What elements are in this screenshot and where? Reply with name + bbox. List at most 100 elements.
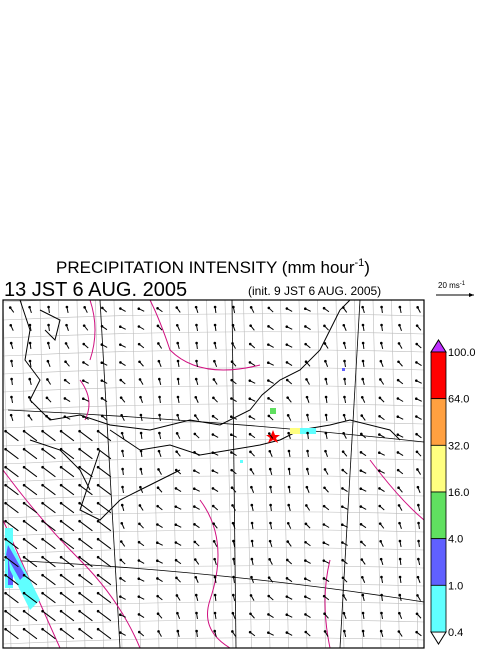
wind-head [303, 577, 307, 581]
wind-head [380, 341, 383, 345]
wind-head [41, 609, 44, 613]
wind-head [231, 630, 234, 633]
wind-head [120, 431, 124, 435]
wind-head [250, 539, 254, 543]
wind-head [195, 629, 198, 633]
wind-vector [23, 538, 38, 550]
wind-vector [42, 466, 56, 478]
grid-line [317, 300, 326, 648]
wind-head [379, 359, 383, 363]
wind-head [267, 397, 270, 400]
wind-head [78, 519, 81, 523]
wind-head [342, 341, 346, 345]
wind-vector [97, 610, 112, 622]
wind-head [100, 397, 104, 400]
wind-head [286, 414, 290, 417]
grid-line [3, 331, 424, 339]
reference-vector-label: 20 ms-1 [438, 281, 466, 290]
wind-head [267, 594, 271, 598]
wind-head [322, 541, 326, 544]
wind-head [304, 360, 308, 364]
wind-head [174, 523, 178, 527]
wind-head [27, 414, 31, 417]
wind-head [322, 306, 326, 310]
wind-head [380, 305, 383, 309]
wind-head [213, 575, 217, 579]
wind-head [378, 504, 382, 508]
wind-head [398, 575, 402, 579]
wind-head [96, 465, 100, 469]
wind-head [176, 413, 179, 417]
wind-head [249, 324, 252, 327]
wind-head [195, 359, 198, 363]
title-text: PRECIPITATION INTENSITY (mm hour [56, 258, 355, 277]
wind-vector [5, 556, 19, 568]
wind-head [415, 342, 419, 346]
wind-head [232, 539, 235, 543]
wind-head [158, 395, 161, 399]
wind-head [304, 342, 307, 346]
wind-head [174, 468, 178, 472]
wind-head [78, 609, 81, 613]
wind-head [398, 305, 402, 309]
wind-head [232, 305, 235, 309]
wind-head [28, 305, 31, 309]
wind-head [378, 522, 382, 525]
wind-vector [97, 520, 112, 532]
grid-line [132, 300, 141, 648]
wind-head [59, 627, 63, 631]
wind-head [175, 576, 178, 580]
wind-head [47, 305, 50, 309]
grid-line [3, 547, 424, 555]
wind-head [175, 432, 179, 435]
wind-head [176, 629, 180, 633]
grid-line [372, 300, 382, 648]
wind-head [250, 485, 253, 489]
wind-vector [42, 520, 56, 532]
wind-head [213, 593, 217, 597]
wind-vector [97, 430, 112, 442]
wind-head [250, 557, 254, 561]
wind-head [305, 504, 308, 507]
wind-head [231, 611, 235, 615]
wind-vector [79, 466, 93, 478]
wind-head [267, 325, 270, 328]
wind-head [341, 505, 344, 508]
wind-head [22, 429, 26, 433]
colorbar-label: 16.0 [448, 487, 469, 499]
wind-head [396, 397, 400, 400]
wind-head [41, 501, 44, 505]
wind-head [59, 465, 63, 469]
wind-vector [60, 538, 75, 550]
grid-line [169, 300, 178, 648]
grid-line [243, 300, 252, 648]
wind-head [137, 325, 141, 328]
wind-head [323, 324, 326, 328]
wind-head [192, 487, 196, 491]
wind-head [249, 468, 253, 471]
wind-head [193, 451, 196, 454]
wind-head [248, 379, 252, 382]
wind-vector [60, 448, 75, 460]
wind-vector [42, 484, 56, 496]
wind-head [361, 593, 365, 597]
coastline [79, 449, 181, 521]
precip-band-core [6, 545, 25, 580]
grid-line [113, 300, 123, 648]
wind-vector [60, 592, 75, 604]
init-time: (init. 9 JST 6 AUG. 2005) [248, 284, 381, 298]
wind-vector [23, 520, 38, 532]
wind-head [78, 483, 81, 487]
wind-head [65, 323, 68, 327]
wind-head [304, 540, 307, 544]
wind-head [121, 485, 124, 489]
wind-head [81, 397, 85, 401]
wind-head [78, 555, 81, 559]
wind-head [285, 343, 289, 346]
wind-head [377, 451, 381, 455]
reference-arrowhead [469, 293, 474, 297]
wind-head [119, 558, 123, 562]
wind-head [8, 306, 12, 309]
wind-vector [60, 466, 75, 478]
wind-head [324, 413, 328, 417]
